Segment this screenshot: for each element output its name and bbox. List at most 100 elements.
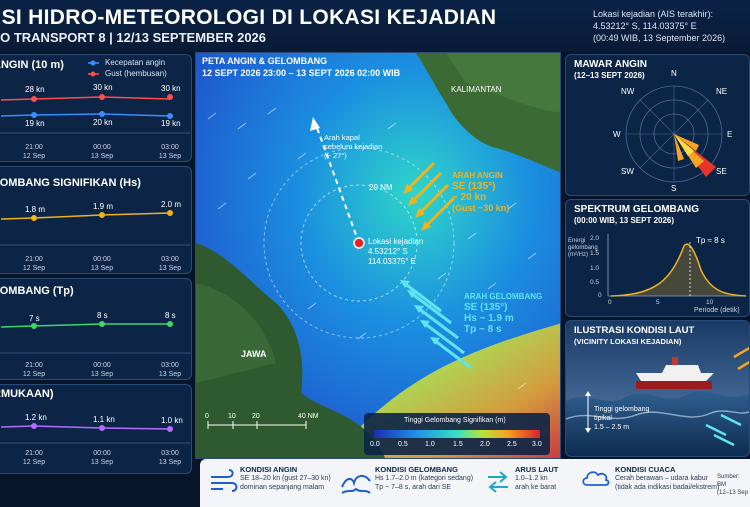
wind-direction-label: ARAH ANGIN SE (135°) ~ 20 kn (Gust ~30 kn) [452,171,510,213]
incident-location-info: Lokasi kejadian (AIS terakhir): 4.53212°… [593,8,725,44]
wind-rose-chart [625,85,723,183]
location-label: Lokasi kejadian (AIS terakhir): [593,9,714,19]
colorbar-tick: 0.0 [370,441,380,448]
x-tick: 0 [608,299,612,306]
sea-subtitle: (VICINITY LOKASI KEJADIAN) [574,337,682,346]
tp-point [167,321,173,327]
colorbar-tick: 2.0 [480,441,490,448]
rose-dir-sw: SW [621,167,634,176]
ship-direction-label: Arah kapal sebelum kejadian (~ 27°) [324,133,383,160]
gust-line [0,96,171,101]
legend-gust-label: Gust (hembusan) [105,69,167,78]
tp-point [31,323,37,329]
colorbar-tick: 2.5 [507,441,517,448]
current-point [31,423,37,429]
footer-source: Sumber: BM (12–13 Sep [717,474,749,496]
scale-tick: 0 [205,413,209,420]
ship-heading-arrowhead [310,117,320,131]
hs-value: 2.0 m [161,200,182,209]
x-tick: 10 [706,299,714,306]
ship-hull [636,365,714,381]
scale-tick: 10 [228,413,236,420]
spectrum-chart [607,234,747,297]
sea-illustration [566,321,749,456]
wind-icon [211,469,238,492]
jawa-land [196,243,386,458]
hs-point [99,212,105,218]
colorbar-tick: 0.5 [398,441,408,448]
wind-chart [0,60,191,134]
map-canvas [196,53,560,458]
current-line [0,425,171,430]
rose-dir-nw: NW [621,87,635,96]
current-point [99,425,105,431]
page-title: DISI HIDRO-METEOROLOGI DI LOKASI KEJADIA… [0,6,497,29]
range-ring-label: 20 NM [369,183,393,192]
wave-height-panel: LOMBANG SIGNIFIKAN (Hs) 1.8 m 1.9 m 2.0 … [0,166,192,274]
tp-value: 8 s [165,311,176,320]
time-tick: 00:00 13 Sep [90,144,114,160]
incident-location-label: Lokasi kejadian 4.53212° S 114.03375° E [368,237,424,266]
wave-spectrum-panel: SPEKTRUM GELOMBANG (00:00 WIB, 13 SEPT 2… [565,199,750,317]
gust-value: 30 kn [161,84,181,93]
scale-tick: 40 NM [298,413,319,420]
hs-value: 1.8 m [25,205,46,214]
tp-point [99,321,105,327]
speed-value: 19 kn [161,119,181,128]
range-ring-outer [263,147,455,339]
wave-arrowheads [400,280,440,345]
colorbar-tick: 3.0 [532,441,542,448]
incident-marker [353,237,365,249]
gust-value: 30 kn [93,83,113,92]
gust-value: 28 kn [25,85,45,94]
wind-panel-title: ANGIN (10 m) [0,59,64,71]
current-value: 1.2 kn [25,413,47,422]
tp-line [0,323,170,328]
scale-bar [207,421,307,429]
rose-dir-e: E [727,130,733,139]
header: DISI HIDRO-METEOROLOGI DI LOKASI KEJADIA… [0,0,750,52]
speed-point [99,111,105,117]
label-kalimantan: KALIMANTAN [451,85,502,94]
gust-point [99,94,105,100]
ship-hull-lower [636,381,712,389]
spectrum-subtitle: (00:00 WIB, 13 SEPT 2026) [574,216,675,225]
spectrum-title: SPEKTRUM GELOMBANG [574,204,699,215]
jawa-land-shade [196,283,276,383]
y-tick: 1.0 [590,265,600,272]
legend-speed-dot [90,60,96,66]
scale-tick: 20 [252,413,260,420]
hs-point [167,210,173,216]
speed-line [0,113,171,117]
footer-wave: KONDISI GELOMBANG Hs 1.7–2.0 m (kategori … [375,465,474,491]
wind-rose-panel: MAWAR ANGIN (12–13 SEPT 2026) N NE E SE … [565,54,750,196]
current-value: 1.0 kn [161,416,183,425]
wind-barbs [207,107,537,390]
kalimantan-land-shade [446,53,560,113]
hs-value: 1.9 m [93,202,114,211]
time-tick: 03:00 13 Sep [158,256,182,272]
wind-wave-map: PETA ANGIN & GELOMBANG 12 SEPT 2026 23:0… [195,52,561,459]
speed-value: 19 kn [25,119,45,128]
time-tick: 21:00 12 Sep [22,450,46,466]
tp-value: 7 s [29,314,40,323]
current-chart [0,423,191,444]
footer-current: ARUS LAUT 1.0–1.2 kn arah ke barat [515,465,559,491]
rose-dir-se: SE [716,167,727,176]
wave-arrows [403,281,472,370]
wave-period-panel: LOMBANG (Tp) 7 s 8 s 8 s 21:00 12 Sep 00:… [0,278,192,380]
wave-height-panel-title: LOMBANG SIGNIFIKAN (Hs) [0,177,141,189]
wave-period-panel-title: LOMBANG (Tp) [0,285,74,297]
wave-direction-label: ARAH GELOMBANG SE (135°) Hs ~ 1.9 m Tp ~ 8 … [464,292,543,335]
time-tick: 00:00 13 Sep [90,450,114,466]
sea-wave-label: Tinggi gelombang tipikal 1.5 – 2.5 m [594,406,650,431]
y-tick: 0 [598,292,602,299]
rose-petal-sse [674,134,684,161]
tp-marker-label: Tp ≈ 8 s [696,236,725,245]
rose-dir-s: S [671,184,677,193]
speed-point [31,112,37,118]
colorbar [374,430,540,438]
time-tick: 00:00 13 Sep [90,362,114,378]
speed-point [167,113,173,119]
label-jawa: JAWA [241,349,267,359]
